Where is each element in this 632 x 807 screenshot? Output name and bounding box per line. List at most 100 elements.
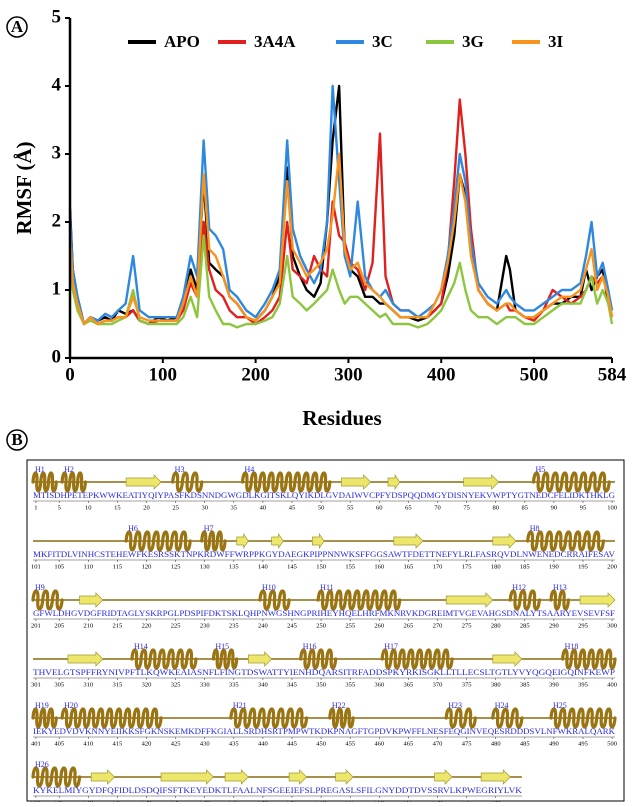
ruler-label: 230: [200, 622, 210, 629]
ruler-label: 465: [404, 740, 414, 747]
ruler-label: 201: [31, 622, 41, 629]
ruler-label: 290: [549, 622, 559, 629]
sequence: KYKELMIYGYDFQFIDLDSDQIFSFTKEYEDKTLFAALNF…: [33, 786, 522, 795]
legend-label: 3I: [548, 32, 564, 51]
ruler-label: 135: [229, 563, 239, 570]
ruler-label: 425: [171, 740, 181, 747]
y-axis-title: RMSF (Å): [12, 141, 36, 234]
ruler-label: 215: [113, 622, 123, 629]
ruler-label: 450: [316, 740, 326, 747]
ruler-label: 200: [607, 563, 617, 570]
sequence: GFWLDHGVDGFRIDTAGLYSKRPGLPDSPIFDKTSKLQHP…: [33, 609, 616, 618]
helix-coil: [328, 707, 355, 729]
helix-coil: [60, 707, 163, 729]
helix-label: H16: [303, 642, 317, 651]
ruler-label: 140: [258, 563, 268, 570]
x-tick-label: 500: [520, 364, 549, 385]
ruler-label: 375: [462, 681, 472, 688]
helix-label: H21: [233, 701, 247, 710]
legend-label: 3G: [462, 32, 484, 51]
strand-arrow: [90, 769, 115, 785]
strand-arrow: [79, 592, 104, 608]
ruler-label: 405: [54, 740, 64, 747]
ruler-label: 240: [258, 622, 268, 629]
helix-coil: [31, 471, 58, 493]
helix-coil: [229, 707, 309, 729]
helix-coil: [258, 589, 291, 611]
strand-arrow: [387, 473, 401, 491]
helix-coil: [31, 766, 82, 788]
strand-arrow: [236, 532, 249, 550]
helix-coil: [60, 471, 87, 493]
ruler-label: 130: [200, 563, 210, 570]
x-tick-label: 584: [598, 364, 627, 385]
helix-coil: [561, 648, 617, 670]
ruler-label: 485: [520, 740, 530, 747]
ruler-label: 160: [374, 563, 384, 570]
ruler-label: 90: [551, 504, 558, 511]
helix-coil: [299, 648, 338, 670]
strand-arrow: [247, 651, 273, 667]
panel-label: A: [11, 17, 24, 36]
panel-label: B: [11, 430, 22, 449]
sequence: MKFITDLVINHCSTEHEWFKESRSSKTNPKRDWFFWRPPK…: [33, 550, 615, 559]
ruler-label: 10: [85, 504, 92, 511]
sequence: THVELGTSPFFRYNIVPFTLKQWKEAIASNFLFINGTDSW…: [33, 668, 616, 677]
helix-coil: [31, 707, 58, 729]
strand-arrow: [463, 474, 500, 490]
ruler-label: 305: [54, 681, 64, 688]
helix-label: H22: [332, 701, 346, 710]
helix-label: H11: [320, 583, 333, 592]
ruler-label: 320: [142, 681, 152, 688]
helix-coil: [531, 471, 611, 493]
ruler-label: 35: [231, 504, 238, 511]
series-line: [68, 234, 614, 329]
series-line: [68, 152, 614, 326]
ruler-label: 195: [578, 563, 588, 570]
ruler-label: 401: [31, 740, 41, 747]
x-tick-label: 200: [241, 364, 270, 385]
ruler-label: 370: [433, 681, 443, 688]
ruler-label: 420: [142, 740, 152, 747]
series-line: [68, 84, 614, 326]
ruler-label: 460: [374, 740, 384, 747]
ruler-label: 380: [491, 681, 501, 688]
legend-label: 3C: [372, 32, 393, 51]
ruler-label: 65: [405, 504, 412, 511]
ruler-label: 185: [520, 563, 530, 570]
ruler-label: 115: [113, 563, 123, 570]
ruler-label: 335: [229, 681, 239, 688]
ruler-label: 365: [404, 681, 414, 688]
helix-coil: [124, 530, 192, 552]
ruler-label: 270: [433, 622, 443, 629]
ruler-label: 165: [404, 563, 414, 570]
ruler-label: 500: [607, 740, 617, 747]
y-tick-label: 0: [52, 346, 62, 367]
ruler-label: 85: [522, 504, 529, 511]
helix-label: H17: [384, 642, 398, 651]
ruler-label: 175: [462, 563, 472, 570]
ruler-label: 440: [258, 740, 268, 747]
ruler-label: 495: [578, 740, 588, 747]
ruler-label: 315: [113, 681, 123, 688]
ruler-label: 1: [34, 504, 37, 511]
y-tick-label: 2: [52, 210, 62, 231]
ruler-label: 95: [580, 504, 587, 511]
panel-circle: [6, 16, 28, 38]
strand-arrow: [393, 533, 424, 549]
ruler-label: 490: [549, 740, 559, 747]
ruler-label: 110: [84, 563, 94, 570]
strand-arrow: [335, 769, 354, 785]
x-tick-label: 300: [334, 364, 363, 385]
ruler-label: 255: [345, 622, 355, 629]
ruler-label: 45: [289, 504, 296, 511]
x-tick-label: 400: [427, 364, 456, 385]
helix-label: H9: [35, 583, 45, 592]
helix-coil: [526, 530, 605, 552]
ruler-label: 55: [347, 504, 354, 511]
ruler-label: 430: [200, 740, 210, 747]
ruler-label: 5: [58, 504, 61, 511]
helix-label: H3: [175, 465, 185, 474]
helix-coil: [549, 589, 571, 611]
strand-arrow: [341, 474, 372, 490]
